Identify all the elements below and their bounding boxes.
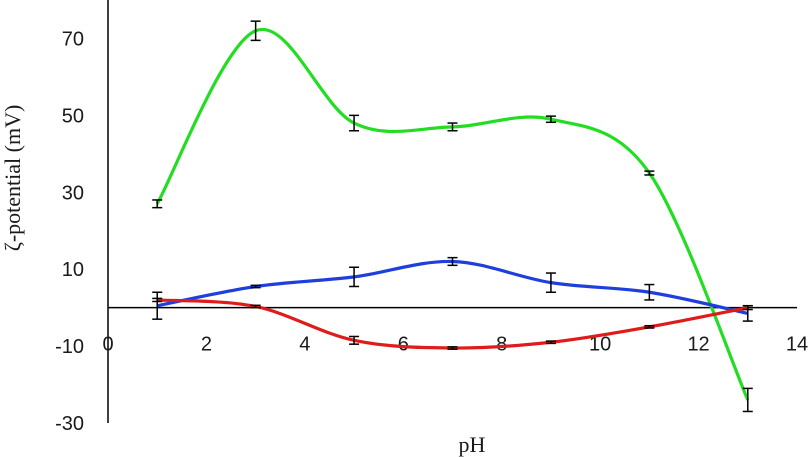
error-bar [447,122,458,132]
error-bar [349,114,360,132]
series-line [155,27,750,401]
x-tick-label: 14 [786,334,808,356]
axes: 0 2 4 6 8 10 12 14 -30 -10 10 30 50 70 [55,0,808,435]
error-bar [644,170,655,176]
y-tick-label: 70 [62,28,84,50]
error-bar [152,199,163,209]
x-tick-label: 10 [589,334,611,356]
error-bar [250,304,261,309]
error-bar [644,324,655,329]
x-tick-label: 0 [102,334,113,356]
error-bar [349,266,360,288]
error-bar [349,335,360,345]
error-bar [545,115,556,124]
error-bar [644,283,655,301]
x-tick-label: 2 [201,334,212,356]
y-axis-title: ζ-potential (mV) [0,105,25,252]
error-bar [447,346,458,350]
x-tick-label: 8 [496,334,507,356]
series-1 [152,256,753,322]
error-bar [250,284,261,289]
series-layer [152,20,753,413]
y-tick-label: -10 [55,336,84,358]
y-tick-label: 50 [62,105,84,127]
y-tick-label: -30 [55,413,84,435]
error-bar [742,387,753,413]
y-tick-label: 30 [62,182,84,204]
error-bar [545,272,556,294]
error-bar [742,304,753,311]
x-tick-label: 12 [687,334,709,356]
series-0 [152,20,753,413]
error-bar [447,256,458,267]
series-2 [152,297,753,350]
error-bar [250,20,261,42]
error-bar [545,340,556,345]
error-bar [152,297,163,303]
x-tick-label: 6 [398,334,409,356]
x-axis-title: pH [459,432,486,457]
y-tick-label: 10 [62,259,84,281]
x-tick-label: 4 [299,334,310,356]
error-bar [152,291,163,320]
